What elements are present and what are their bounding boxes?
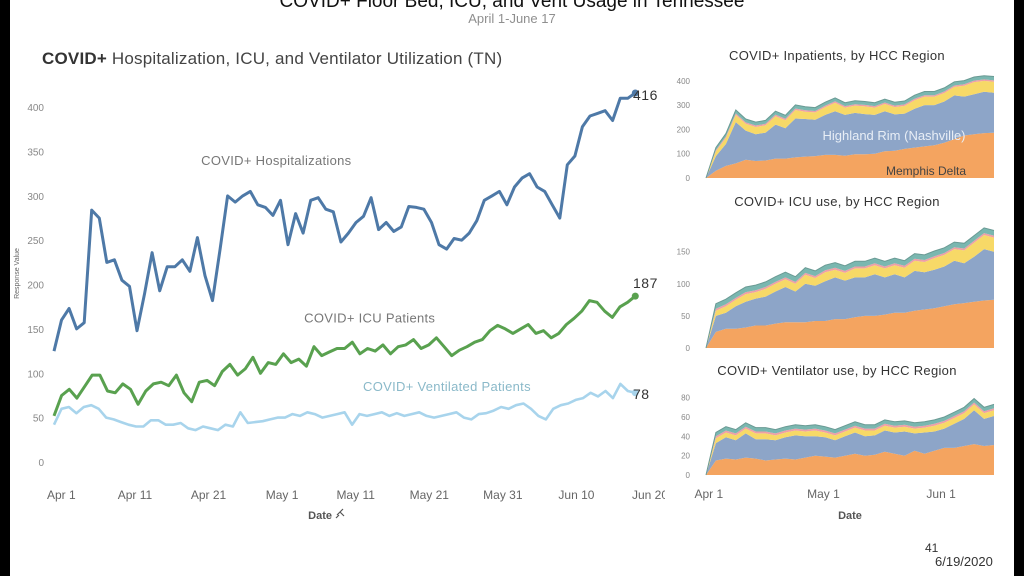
series-line-2: [52, 382, 636, 432]
y-tick-label: 150: [27, 325, 44, 336]
x-tick-label: Jun 10: [558, 488, 594, 502]
panel-y-tick-label: 100: [677, 150, 691, 159]
panel-x-tick-label: May 1: [807, 487, 840, 501]
area-band-1: [706, 91, 994, 178]
x-tick-label: May 11: [336, 488, 375, 502]
slide-subtitle: April 1-June 17: [468, 11, 556, 26]
y-tick-label: 200: [27, 281, 44, 292]
slide-date: 6/19/2020: [935, 554, 993, 569]
y-tick-label: 300: [27, 192, 44, 203]
right-letterbox: [1014, 0, 1024, 576]
series-annotation: COVID+ ICU Patients: [304, 311, 435, 326]
series-end-label: 187: [633, 275, 658, 291]
y-tick-label: 400: [27, 103, 44, 114]
panel-x-tick-label: Jun 1: [926, 487, 956, 501]
area-band-1: [706, 249, 994, 348]
area-outline: [705, 227, 995, 349]
slide-number: 41: [925, 541, 939, 555]
x-tick-label: Apr 11: [118, 488, 153, 502]
area-band-2: [706, 235, 994, 348]
panel-title: COVID+ Ventilator use, by HCC Region: [717, 363, 957, 378]
panel-y-tick-label: 60: [681, 413, 690, 422]
area-band-0: [706, 299, 994, 348]
series-end-label: 78: [633, 386, 650, 402]
area-outline: [705, 75, 995, 179]
main-line-chart: 0 50 100 150 200 250 300 350 400 Response Value Ap…: [14, 87, 665, 522]
panel-y-tick-label: 80: [681, 394, 690, 403]
series-annotation: COVID+ Hospitalizations: [201, 153, 352, 168]
y-axis-label: Response Value: [14, 248, 21, 299]
panel-y-tick-label: 40: [681, 432, 690, 441]
series-line-1: [52, 294, 637, 417]
main-chart-title-rest: Hospitalization, ICU, and Ventilator Uti…: [106, 49, 503, 68]
series-end-point-0: [631, 89, 639, 97]
x-tick-label: Apr 1: [47, 488, 76, 502]
panel-x-tick-label: Apr 1: [694, 487, 723, 501]
panel-title: COVID+ ICU use, by HCC Region: [734, 194, 940, 209]
main-chart-title-bold: COVID+: [42, 49, 107, 68]
region-label-memphis: Memphis Delta: [886, 164, 966, 178]
x-tick-label: May 21: [410, 488, 450, 502]
panel-y-tick-label: 50: [681, 312, 690, 321]
series-end-label: 416: [633, 87, 658, 103]
y-tick-label: 50: [33, 414, 45, 425]
x-tick-label: Jun 20: [632, 488, 665, 502]
series-end-point-1: [631, 292, 639, 300]
panel-y-tick-label: 20: [681, 452, 690, 461]
y-tick-label: 250: [27, 236, 44, 247]
y-tick-label: 350: [27, 148, 44, 159]
panel-x-axis-label: Date: [838, 510, 862, 522]
series-line-0: [52, 91, 637, 352]
area-outline: [705, 397, 995, 476]
pin-icon: [335, 508, 345, 519]
panel-y-tick-label: 0: [686, 174, 691, 183]
region-label-highland: Highland Rim (Nashville): [822, 128, 965, 143]
icu-area-chart: COVID+ ICU use, by HCC Region 0 50 100 150: [677, 194, 995, 353]
y-tick-label: 0: [38, 458, 44, 469]
panel-title: COVID+ Inpatients, by HCC Region: [729, 48, 945, 63]
panel-y-tick-label: 300: [677, 101, 691, 110]
area-band-0: [706, 444, 994, 475]
series-annotation: COVID+ Ventilated Patients: [363, 379, 531, 394]
main-chart-title: COVID+ Hospitalization, ICU, and Ventila…: [42, 49, 502, 69]
x-tick-label: May 1: [266, 488, 299, 502]
panel-y-tick-label: 100: [677, 280, 691, 289]
panel-y-tick-label: 0: [686, 344, 691, 353]
left-letterbox: [0, 0, 10, 576]
panel-y-tick-label: 200: [677, 125, 691, 134]
slide-title: COVID+ Floor Bed, ICU, and Vent Usage in…: [279, 0, 745, 12]
x-axis-label: Date: [308, 510, 332, 522]
y-tick-label: 100: [27, 369, 44, 380]
area-band-0: [706, 132, 994, 178]
inpatients-area-chart: COVID+ Inpatients, by HCC Region 0 100 200 3…: [677, 48, 995, 183]
panel-y-tick-label: 150: [677, 248, 691, 257]
area-band-2: [706, 80, 994, 178]
panel-y-tick-label: 400: [677, 77, 691, 86]
ventilator-area-chart: COVID+ Ventilator use, by HCC Region 0 20 4…: [681, 363, 995, 522]
x-tick-label: May 31: [483, 488, 523, 502]
area-band-4: [706, 227, 994, 348]
x-tick-label: Apr 21: [191, 488, 227, 502]
series-end-point-2: [631, 389, 639, 397]
area-band-1: [706, 410, 994, 475]
panel-y-tick-label: 0: [686, 471, 691, 480]
